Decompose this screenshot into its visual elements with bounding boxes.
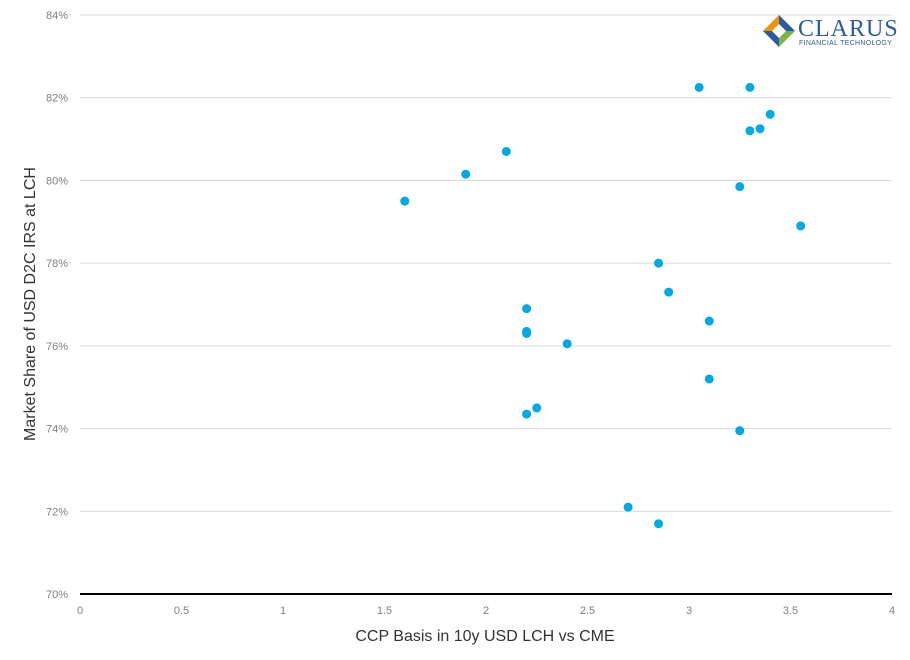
clarus-logo-icon [763, 15, 795, 47]
clarus-logo: CLARUS FINANCIAL TECHNOLOGY [763, 15, 899, 47]
x-tick-label: 1 [280, 605, 286, 617]
scatter-point [704, 374, 714, 384]
y-tick-label: 74% [46, 424, 68, 436]
x-tick-label: 0.5 [174, 605, 189, 617]
scatter-point [765, 109, 775, 119]
x-tick-label: 0 [77, 605, 83, 617]
scatter-point [522, 409, 532, 419]
scatter-point [522, 328, 532, 338]
y-tick-label: 70% [46, 589, 68, 601]
x-tick-label: 2 [483, 605, 489, 617]
x-tick-label: 4 [889, 605, 895, 617]
scatter-point [562, 339, 572, 349]
x-tick-label: 2.5 [580, 605, 595, 617]
scatter-point [735, 426, 745, 436]
scatter-point [654, 258, 664, 268]
scatter-point [704, 316, 714, 326]
logo-tagline: FINANCIAL TECHNOLOGY [799, 40, 892, 47]
y-axis-title: Market Share of USD D2C IRS at LCH [22, 167, 39, 441]
scatter-point [461, 169, 471, 179]
scatter-point [501, 146, 511, 156]
y-tick-label: 72% [46, 506, 68, 518]
y-tick-label: 78% [46, 258, 68, 270]
data-points [400, 82, 806, 529]
scatter-point [745, 126, 755, 136]
scatter-point [400, 196, 410, 206]
scatter-point [532, 403, 542, 413]
scatter-point [522, 304, 532, 314]
scatter-point [623, 502, 633, 512]
y-tick-label: 80% [46, 175, 68, 187]
scatter-point [654, 519, 664, 529]
x-tick-label: 1.5 [377, 605, 392, 617]
x-tick-label: 3.5 [783, 605, 798, 617]
scatter-point [694, 82, 704, 92]
y-tick-label: 82% [46, 93, 68, 105]
logo-wordmark: CLARUS [798, 16, 899, 42]
scatter-point [745, 82, 755, 92]
x-axis-title: CCP Basis in 10y USD LCH vs CME [355, 628, 614, 645]
y-tick-label: 84% [46, 10, 68, 22]
scatter-point [664, 287, 674, 297]
x-tick-label: 3 [686, 605, 692, 617]
tick-labels: 70% 72% 74% 76% 78% 80% 82% 84% 0 0.5 1 1.5 2 2.5 3 3.5… [46, 10, 895, 617]
scatter-point [796, 221, 806, 231]
scatter-point [735, 182, 745, 192]
grid-lines [80, 14, 892, 512]
scatter-point [755, 124, 765, 134]
y-tick-label: 76% [46, 341, 68, 353]
